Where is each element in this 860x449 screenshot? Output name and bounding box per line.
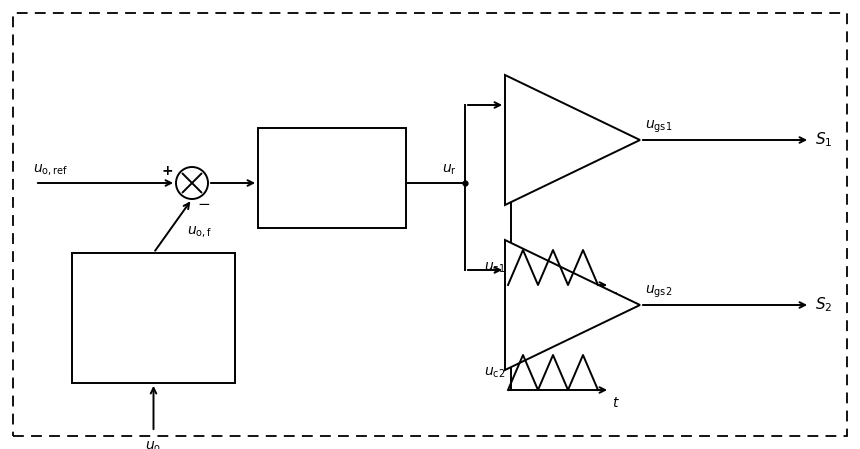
Text: −: − [511, 152, 524, 167]
Text: $S_2$: $S_2$ [815, 295, 832, 314]
Text: $u_{\rm o,f}$: $u_{\rm o,f}$ [187, 225, 212, 240]
Polygon shape [505, 240, 640, 370]
Text: −: − [197, 197, 210, 212]
Text: $u_{\rm c1}$: $u_{\rm c1}$ [483, 260, 505, 275]
Text: +: + [511, 108, 523, 122]
Text: $u_{\rm gs2}$: $u_{\rm gs2}$ [645, 284, 673, 300]
Text: 输出电压
采样: 输出电压 采样 [133, 296, 174, 339]
Circle shape [176, 167, 208, 199]
Text: $S_1$: $S_1$ [815, 131, 832, 150]
Text: $u_{\rm c2}$: $u_{\rm c2}$ [483, 365, 505, 380]
Text: $t$: $t$ [612, 291, 620, 305]
Text: +: + [162, 164, 173, 178]
Text: $u_{\rm o,ref}$: $u_{\rm o,ref}$ [33, 163, 68, 178]
Text: −: − [511, 317, 524, 332]
Text: +: + [511, 273, 523, 287]
Bar [72, 253, 235, 383]
Text: $u_{\rm gs1}$: $u_{\rm gs1}$ [645, 119, 673, 135]
Text: $u_{\rm r}$: $u_{\rm r}$ [442, 163, 457, 177]
Bar [258, 128, 406, 228]
Text: 输出电压
控制器: 输出电压 控制器 [312, 157, 352, 199]
Text: $u_{\rm o}$: $u_{\rm o}$ [145, 440, 162, 449]
Polygon shape [505, 75, 640, 205]
Text: $t$: $t$ [612, 396, 620, 410]
